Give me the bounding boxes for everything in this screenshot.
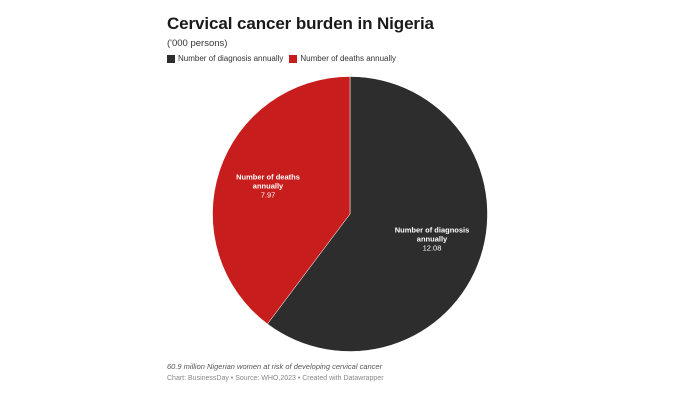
chart-notes: 60.9 million Nigerian women at risk of d…: [167, 362, 383, 371]
slice-label-deaths-line1: Number of deaths: [236, 172, 300, 182]
legend-swatch-diagnosis: [167, 54, 175, 63]
slice-label-diagnosis-line1: Number of diagnosis: [394, 225, 470, 235]
slice-label-diagnosis-line2: annually: [416, 234, 448, 244]
chart-subtitle: ('000 persons): [167, 38, 228, 49]
chart-title: Cervical cancer burden in Nigeria: [167, 14, 434, 33]
legend-item-diagnosis: Number of diagnosis annually: [167, 54, 283, 63]
legend-label-diagnosis: Number of diagnosis annually: [178, 54, 284, 63]
slice-label-deaths: Number of deaths annually 7.97: [236, 173, 300, 200]
slice-label-deaths-line2: annually: [252, 181, 284, 191]
chart-legend: Number of diagnosis annually Number of d…: [167, 54, 402, 63]
chart-footer: Chart: BusinessDay • Source: WHO,2023 • …: [167, 375, 384, 382]
slice-value-deaths: 7.97: [260, 190, 276, 200]
legend-label-deaths: Number of deaths annually: [300, 54, 397, 63]
legend-swatch-deaths: [289, 54, 298, 63]
legend-item-deaths: Number of deaths annually: [289, 54, 396, 63]
slice-value-diagnosis: 12.08: [422, 243, 442, 253]
pie-slice-diagnosis: [267, 76, 488, 352]
slice-label-diagnosis: Number of diagnosis annually 12.08: [395, 226, 470, 253]
pie-slice-deaths: [212, 76, 351, 325]
